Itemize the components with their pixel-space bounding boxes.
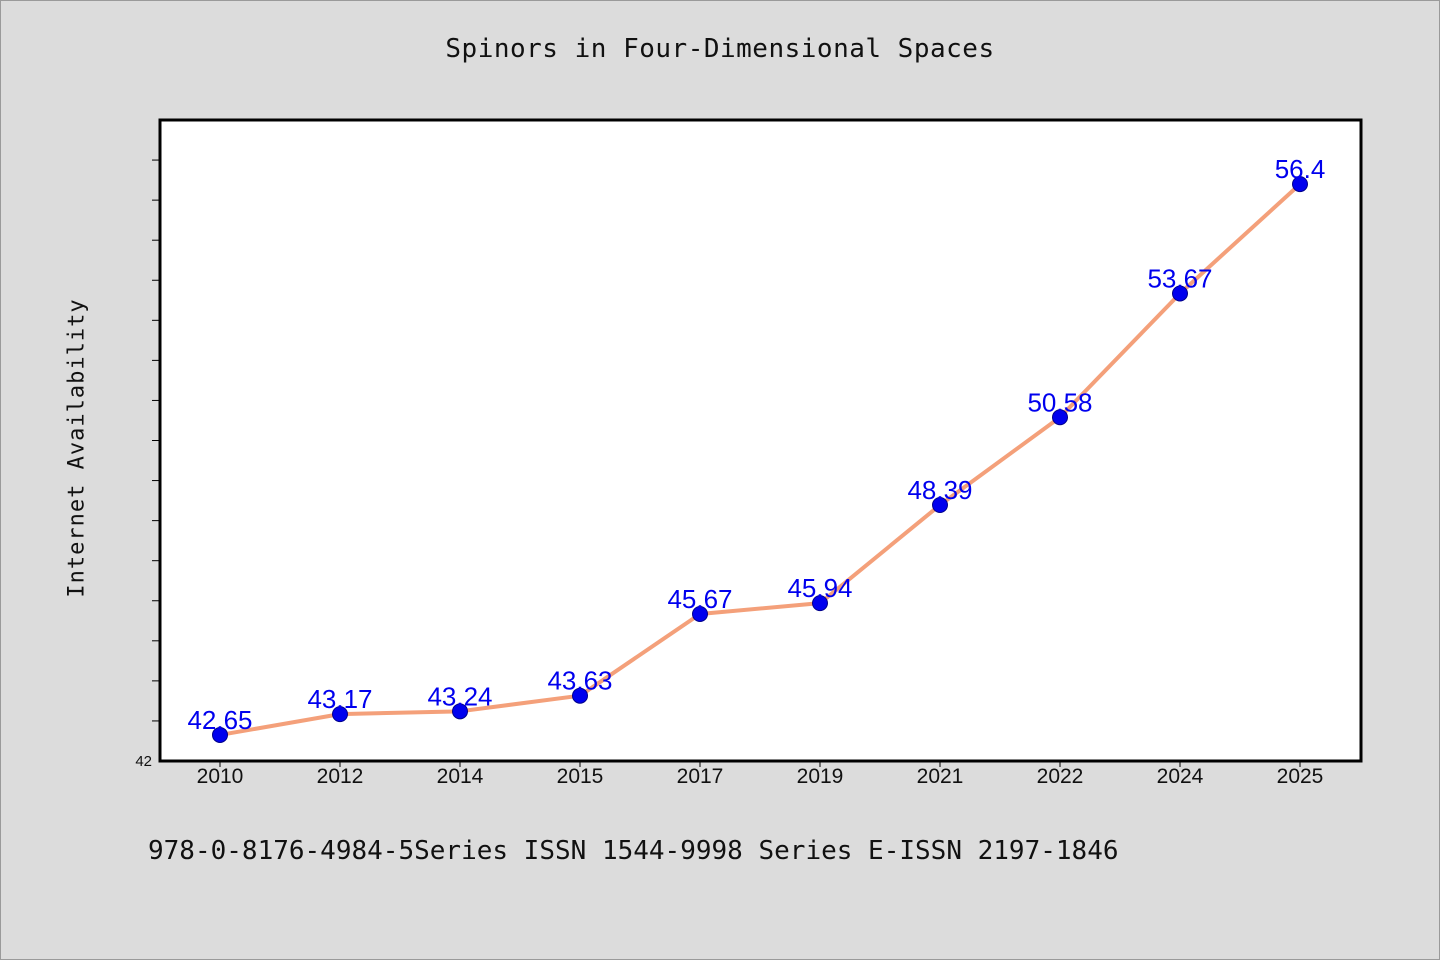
data-label: 45.94 xyxy=(787,573,852,603)
x-tick-label: 2010 xyxy=(197,765,244,788)
data-label: 45.67 xyxy=(667,584,732,614)
x-tick-label: 2021 xyxy=(917,765,964,788)
data-point xyxy=(572,687,588,704)
x-tick-label: 2012 xyxy=(317,765,364,788)
data-point xyxy=(212,726,228,743)
isbn-issn-note: 978-0-8176-4984-5Series ISSN 1544-9998 S… xyxy=(148,836,1119,866)
plot-border xyxy=(158,118,1363,763)
data-label: 43.24 xyxy=(427,681,492,711)
chart-title: Spinors in Four-Dimensional Spaces xyxy=(445,34,995,64)
data-label: 56.4 xyxy=(1275,154,1326,184)
data-point xyxy=(1052,409,1068,426)
data-point xyxy=(1292,176,1308,193)
plot-area xyxy=(160,120,1361,761)
data-point xyxy=(932,497,948,514)
x-tick-label: 2015 xyxy=(557,765,604,788)
data-label: 42.65 xyxy=(187,705,252,735)
x-tick-label: 2024 xyxy=(1157,765,1204,788)
y-tick-label: 42 xyxy=(135,753,152,770)
x-tick-label: 2019 xyxy=(797,765,844,788)
x-tick-label: 2022 xyxy=(1037,765,1084,788)
data-point xyxy=(452,703,468,720)
data-point xyxy=(332,706,348,723)
data-label: 43.63 xyxy=(547,666,612,696)
x-tick-label: 2014 xyxy=(437,765,484,788)
data-label: 43.17 xyxy=(307,684,372,714)
data-label: 48.39 xyxy=(907,475,972,505)
x-tick-label: 2017 xyxy=(677,765,724,788)
x-tick-label: 2025 xyxy=(1277,765,1324,788)
data-label: 53.67 xyxy=(1147,263,1212,293)
data-point xyxy=(812,595,828,612)
data-point xyxy=(1172,285,1188,302)
data-point xyxy=(692,605,708,622)
data-label: 50.58 xyxy=(1027,387,1092,417)
series-line xyxy=(218,182,1302,737)
